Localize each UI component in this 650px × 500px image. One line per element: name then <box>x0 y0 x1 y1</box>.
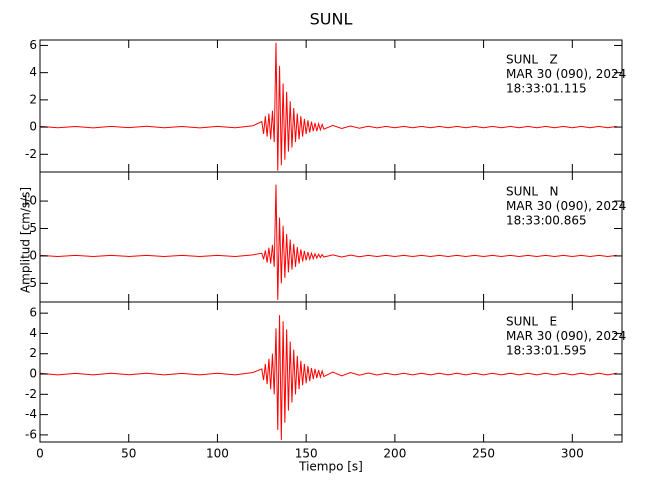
chart-title: SUNL <box>310 10 353 29</box>
y-tick-label: -6 <box>25 427 37 441</box>
annotation: 18:33:01.595 <box>506 344 587 358</box>
annotation: MAR 30 (090), 2024 <box>506 199 626 213</box>
y-tick-label: 2 <box>29 346 37 360</box>
annotation: SUNL N <box>506 185 558 199</box>
y-tick-label: 4 <box>29 65 37 79</box>
y-axis-label: Amplitud [cm/s/s] <box>19 187 33 293</box>
annotation: MAR 30 (090), 2024 <box>506 67 626 81</box>
y-tick-label: 10 <box>22 194 37 208</box>
y-tick-label: 0 <box>29 367 37 381</box>
panel-frame <box>39 301 623 443</box>
y-tick-label: 0 <box>29 120 37 134</box>
x-tick-label: 100 <box>206 447 229 461</box>
y-tick-label: 6 <box>29 38 37 52</box>
annotation: SUNL Z <box>506 53 558 67</box>
x-tick-label: 50 <box>121 447 136 461</box>
waveform <box>39 315 617 440</box>
y-tick-label: -2 <box>25 387 37 401</box>
x-tick-label: 0 <box>36 447 44 461</box>
y-tick-label: -2 <box>25 147 37 161</box>
annotation: SUNL E <box>506 315 557 329</box>
annotation: 18:33:01.115 <box>506 82 587 96</box>
x-tick-label: 250 <box>472 447 495 461</box>
y-tick-label: 0 <box>29 248 37 262</box>
y-tick-label: 6 <box>29 306 37 320</box>
y-tick-label: -4 <box>25 407 37 421</box>
x-tick-label: 200 <box>383 447 406 461</box>
y-tick-label: 4 <box>29 326 37 340</box>
x-tick-label: 300 <box>561 447 584 461</box>
y-tick-label: 5 <box>29 221 37 235</box>
y-tick-label: 2 <box>29 92 37 106</box>
x-tick-label: 150 <box>295 447 318 461</box>
waveform <box>39 184 617 300</box>
y-tick-label: -5 <box>25 276 37 290</box>
annotation: 18:33:00.865 <box>506 214 587 228</box>
waveform <box>39 42 617 171</box>
x-axis-label: Tiempo [s] <box>298 460 363 474</box>
annotation: MAR 30 (090), 2024 <box>506 329 626 343</box>
